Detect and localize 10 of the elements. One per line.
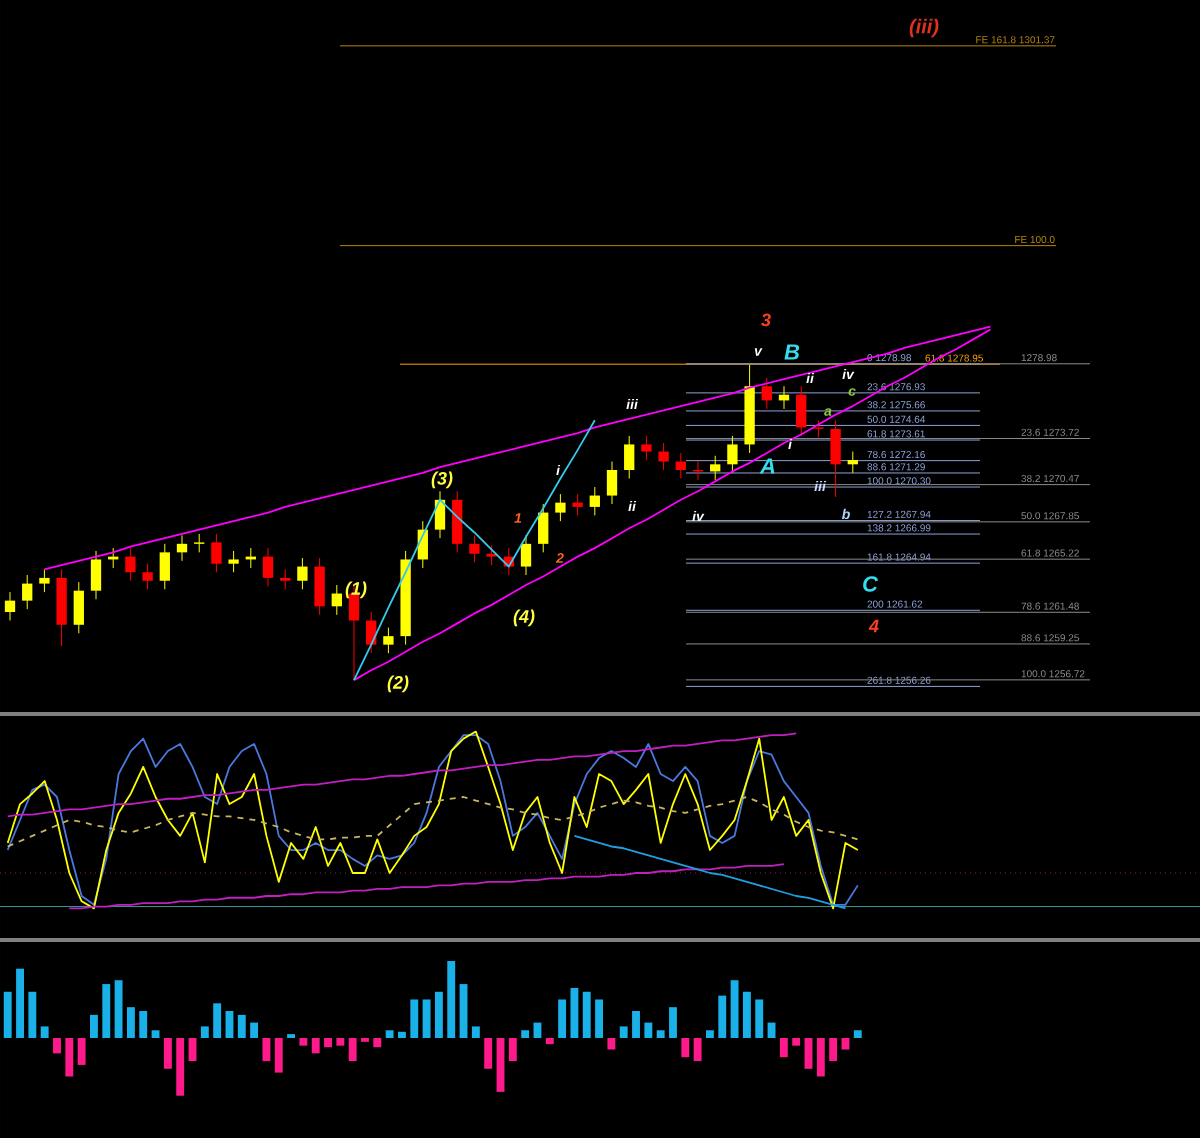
annotation: 3 <box>761 313 771 327</box>
annotation: (4) <box>513 609 535 627</box>
annotation: (1) <box>345 581 367 599</box>
annotation: C <box>863 576 879 592</box>
annotation: (iii) <box>909 18 939 38</box>
annotation: (2) <box>387 675 409 693</box>
annotation: A <box>759 458 775 474</box>
annotation: B <box>784 344 800 360</box>
annotation: (3) <box>431 471 453 489</box>
annotation: 4 <box>868 619 879 633</box>
